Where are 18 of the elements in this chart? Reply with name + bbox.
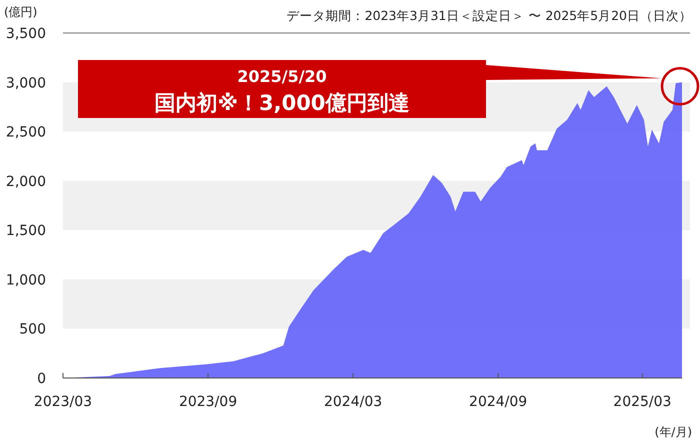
x-tick-label: 2025/03 — [613, 394, 672, 410]
x-tick-label: 2023/09 — [178, 394, 238, 410]
x-tick-label: 2023/03 — [34, 394, 92, 410]
y-tick-label: 0 — [37, 371, 46, 387]
y-tick-label: 3,500 — [6, 26, 46, 42]
y-tick-label: 2,000 — [6, 174, 46, 190]
y-tick-label: 2,500 — [6, 124, 46, 141]
annotation: 2025/5/20 — [237, 67, 327, 86]
y-tick-label: 1,500 — [6, 223, 46, 240]
x-tick-label: 2024/09 — [469, 394, 528, 410]
y-tick-label: 1,000 — [6, 272, 46, 288]
y-tick-label: 500 — [19, 322, 46, 338]
x-tick-label: 2024/03 — [324, 394, 382, 410]
y-tick-label: 3,000 — [6, 75, 46, 92]
annotation: 国内初※！3,000億円到達 — [154, 91, 410, 115]
y-axis-title: (億円) — [4, 5, 38, 19]
chart-subtitle: データ期間：2023年3月31日＜設定日＞ 〜 2025年5月20日（日次） — [286, 8, 692, 23]
x-axis-title: (年/月) — [654, 425, 692, 439]
